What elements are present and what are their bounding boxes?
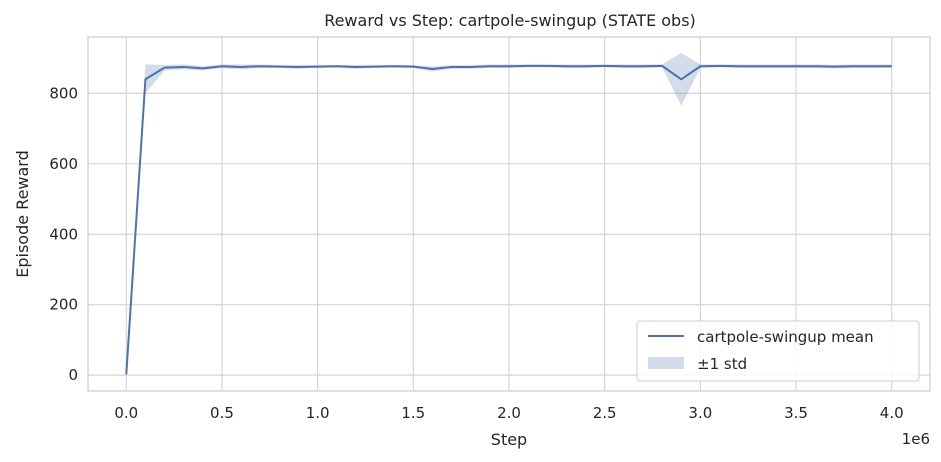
x-tick-label: 0.0 — [114, 404, 138, 422]
y-axis-ticks: 0 200 400 600 800 — [49, 84, 78, 384]
legend-band-swatch — [648, 357, 684, 369]
y-tick-label: 200 — [49, 296, 78, 314]
chart-title: Reward vs Step: cartpole-swingup (STATE … — [324, 11, 696, 30]
legend-std-label: ±1 std — [697, 355, 747, 373]
y-tick-label: 0 — [68, 366, 78, 384]
legend-box — [636, 320, 920, 382]
x-axis-label: Step — [491, 430, 527, 449]
y-axis-label: Episode Reward — [13, 150, 32, 278]
mean-series-line — [125, 64, 892, 375]
legend: cartpole-swingup mean ±1 std — [636, 320, 920, 382]
x-tick-label: 1.0 — [306, 404, 330, 422]
x-axis-ticks: 0.0 0.5 1.0 1.5 2.0 2.5 3.0 3.5 4.0 — [114, 404, 903, 422]
x-tick-label: 2.5 — [593, 404, 617, 422]
x-tick-label: 2.0 — [497, 404, 521, 422]
x-tick-label: 3.5 — [784, 404, 808, 422]
y-tick-label: 600 — [49, 155, 78, 173]
legend-mean-label: cartpole-swingup mean — [697, 328, 874, 346]
x-offset-label: 1e6 — [902, 430, 930, 448]
x-tick-label: 3.0 — [688, 404, 712, 422]
x-tick-label: 0.5 — [210, 404, 234, 422]
y-tick-label: 800 — [49, 84, 78, 102]
x-tick-label: 1.5 — [401, 404, 425, 422]
y-tick-label: 400 — [49, 225, 78, 243]
mean-line — [125, 64, 892, 375]
x-tick-label: 4.0 — [880, 404, 904, 422]
